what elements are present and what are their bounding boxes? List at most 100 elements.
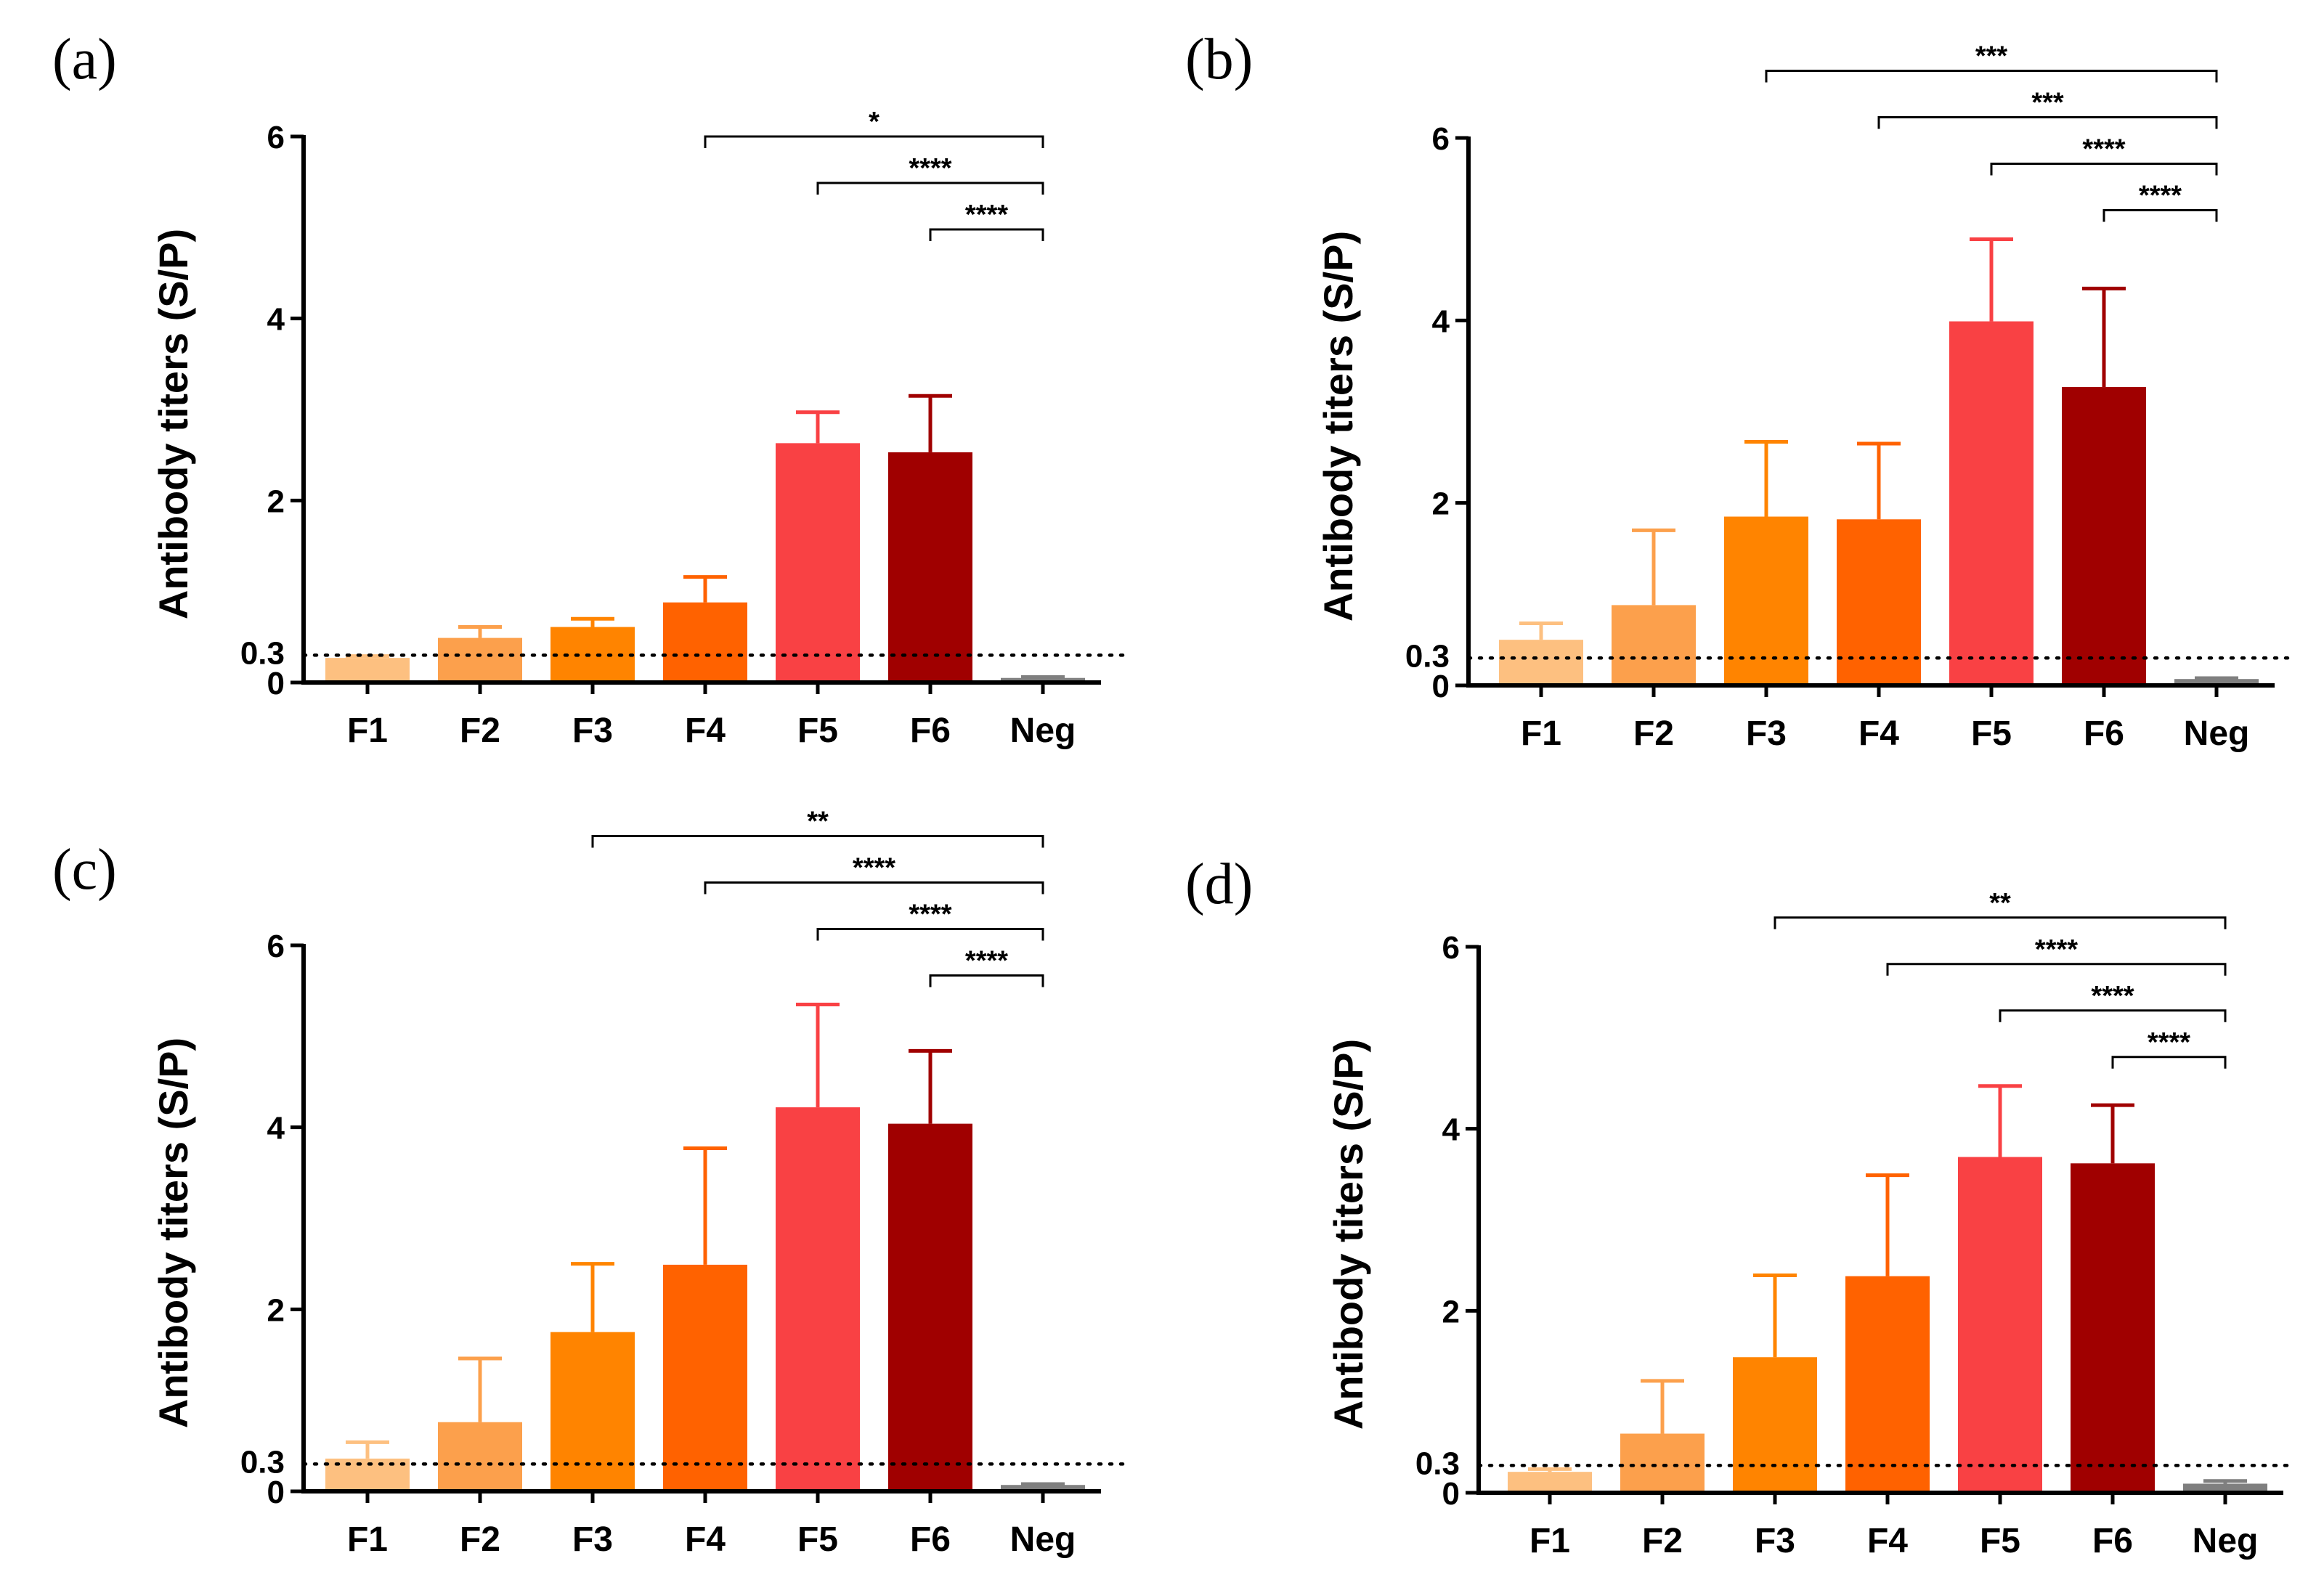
significance-label: ****: [853, 852, 895, 883]
significance-label: ****: [2148, 1027, 2190, 1058]
x-tick-label: F6: [2084, 714, 2124, 753]
bar: [1733, 1357, 1817, 1493]
x-tick-label: F2: [1633, 714, 1674, 753]
significance-label: **: [807, 806, 829, 836]
bar: [438, 1422, 522, 1491]
bar: [2174, 679, 2259, 685]
significance-label: ****: [2091, 981, 2134, 1011]
y-tick-label: 0: [1432, 669, 1450, 704]
bar: [1001, 1485, 1085, 1491]
bar: [776, 1107, 860, 1491]
significance-bracket: [1765, 69, 2218, 83]
bar: [2183, 1483, 2267, 1493]
x-tick-label: F2: [460, 712, 500, 750]
y-tick-label: 6: [1442, 930, 1460, 966]
y-axis-title: Antibody titers (S/P): [1325, 1039, 1371, 1430]
significance-bracket: [816, 927, 1044, 941]
y-tick-label: 0: [1442, 1476, 1460, 1512]
x-tick-label: F5: [797, 712, 838, 750]
bar: [1508, 1472, 1592, 1493]
bar: [888, 1123, 972, 1491]
panel-label: (b): [1185, 28, 1253, 91]
significance-label: ****: [2139, 180, 2182, 211]
significance-bracket: [929, 228, 1044, 241]
x-tick-label: F4: [1858, 714, 1899, 753]
significance-bracket: [591, 834, 1044, 848]
y-tick-label: 6: [267, 120, 285, 155]
y-tick-label: 4: [1442, 1112, 1460, 1148]
x-tick-label: F6: [910, 712, 951, 750]
y-tick-label: 2: [267, 484, 285, 519]
significance-bracket: [929, 974, 1044, 987]
x-tick-label: F5: [1971, 714, 2012, 753]
significance-label: ****: [965, 945, 1008, 976]
significance-bracket: [2102, 208, 2218, 222]
x-tick-label: F1: [347, 1520, 388, 1559]
x-tick-label: Neg: [1010, 712, 1076, 750]
bar: [1001, 677, 1085, 682]
significance-label: ****: [909, 153, 951, 184]
y-tick-label: 4: [1432, 303, 1450, 339]
bar: [325, 658, 410, 682]
x-tick-label: F3: [572, 712, 613, 750]
bar: [1499, 640, 1583, 685]
bar: [438, 637, 522, 682]
bar: [1958, 1157, 2042, 1493]
bar: [2062, 387, 2146, 685]
x-tick-label: F4: [685, 712, 726, 750]
significance-bracket: [1877, 115, 2218, 129]
y-tick-label: 0: [267, 1475, 285, 1510]
chart-panel-3: (c) Antibody titers (S/P) 0 2 4 6 0.3 F1 F2 F3 F4 F…: [52, 806, 1126, 1559]
x-tick-label: Neg: [1010, 1520, 1076, 1559]
significance-bracket: [2111, 1056, 2227, 1069]
bar: [2071, 1163, 2155, 1493]
significance-label: *: [869, 107, 879, 137]
y-tick-label: 4: [267, 1111, 285, 1146]
significance-label: **: [1989, 888, 2011, 918]
y-axis-title: Antibody titers (S/P): [150, 1038, 196, 1428]
y-tick-label: 2: [1432, 486, 1450, 522]
panel-label: (d): [1185, 852, 1253, 916]
significance-label: ****: [2082, 134, 2125, 164]
x-tick-label: F2: [1642, 1522, 1683, 1560]
x-tick-label: Neg: [2193, 1522, 2259, 1560]
bar: [1724, 516, 1808, 685]
cutoff-label: 0.3: [240, 1444, 285, 1480]
significance-bracket: [1999, 1009, 2227, 1022]
x-tick-label: F2: [460, 1520, 500, 1559]
x-tick-label: F4: [1867, 1522, 1908, 1560]
y-tick-label: 4: [267, 302, 285, 338]
significance-bracket: [1886, 963, 2227, 976]
significance-label: ***: [2031, 87, 2064, 118]
chart-panel-2: (b) Antibody titers (S/P) 0 2 4 6 0.3 F1 F2 F3 F4 F…: [1185, 28, 2297, 753]
bar: [663, 602, 747, 682]
y-tick-label: 2: [267, 1292, 285, 1328]
bar: [1620, 1433, 1705, 1493]
significance-bracket: [816, 182, 1044, 195]
bar: [888, 452, 972, 682]
x-tick-label: Neg: [2184, 714, 2250, 753]
bar: [1837, 519, 1921, 685]
significance-label: ****: [965, 200, 1008, 230]
y-axis-title: Antibody titers (S/P): [150, 229, 196, 619]
bar: [1612, 605, 1696, 685]
y-axis-title: Antibody titers (S/P): [1315, 231, 1361, 622]
significance-label: ****: [2035, 934, 2078, 965]
cutoff-label: 0.3: [1415, 1446, 1460, 1481]
x-tick-label: F3: [572, 1520, 613, 1559]
bar: [1845, 1276, 1930, 1493]
y-tick-label: 6: [267, 929, 285, 964]
x-tick-label: F4: [685, 1520, 726, 1559]
y-tick-label: 6: [1432, 121, 1450, 157]
bar: [776, 443, 860, 682]
bar: [663, 1264, 747, 1491]
bar: [550, 1332, 635, 1491]
significance-bracket: [1774, 916, 2227, 929]
y-tick-label: 0: [267, 666, 285, 701]
significance-bracket: [1990, 162, 2218, 176]
x-tick-label: F3: [1755, 1522, 1795, 1560]
significance-label: ***: [1975, 41, 2008, 71]
chart-panel-1: (a) Antibody titers (S/P) 0 2 4 6 0.3 F1 F2 F3 F4 F…: [52, 28, 1126, 750]
chart-panel-4: (d) Antibody titers (S/P) 0 2 4 6 0.3 F1 F2 F3 F4 F…: [1185, 852, 2297, 1560]
